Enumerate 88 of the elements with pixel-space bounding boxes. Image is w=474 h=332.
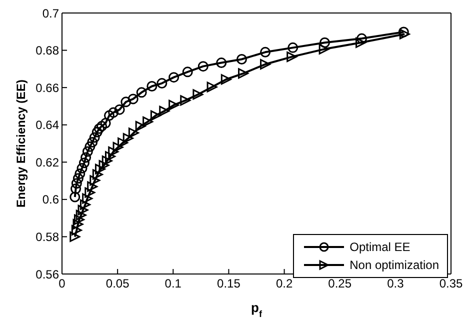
point	[94, 164, 106, 174]
point	[71, 224, 82, 236]
point	[128, 94, 138, 104]
point	[356, 37, 366, 48]
y-tick-label: 0.66	[36, 80, 60, 95]
point	[112, 142, 124, 152]
y-tick-label: 0.6	[42, 192, 60, 207]
point	[192, 89, 204, 100]
point	[70, 231, 80, 242]
point	[80, 199, 90, 210]
point	[120, 96, 132, 108]
point	[159, 106, 170, 116]
point	[82, 146, 93, 157]
point	[260, 46, 271, 58]
point	[78, 158, 90, 168]
x-tick-label: 0.25	[328, 276, 352, 291]
point	[198, 61, 208, 72]
point	[236, 54, 247, 64]
point	[74, 214, 84, 225]
point	[70, 192, 80, 202]
x-tick-label: 0.3	[387, 276, 404, 291]
point	[135, 120, 146, 132]
point	[142, 116, 154, 127]
point	[136, 87, 147, 98]
point	[87, 136, 98, 148]
point	[108, 146, 119, 157]
y-tick-label: 0.62	[36, 155, 60, 170]
point	[72, 173, 84, 184]
point	[92, 169, 103, 180]
point	[74, 168, 86, 179]
point	[146, 81, 158, 92]
x-axis-title: p$_{f}$	[251, 300, 263, 319]
point	[128, 128, 139, 138]
point	[94, 123, 104, 134]
point	[180, 95, 191, 106]
y-axis-title: Energy Efficiency (EE)	[14, 79, 28, 208]
point	[104, 151, 116, 162]
point	[84, 141, 96, 152]
point	[168, 72, 180, 83]
point	[206, 82, 218, 92]
x-tick-label: 0.05	[106, 276, 130, 291]
point	[356, 33, 367, 44]
point	[100, 118, 111, 128]
point	[89, 132, 100, 143]
point	[182, 66, 193, 78]
point	[168, 100, 180, 110]
point	[114, 104, 125, 115]
point	[76, 163, 88, 174]
y-tick-label: 0.7	[42, 6, 60, 20]
point	[82, 193, 93, 204]
point	[90, 175, 100, 186]
point	[72, 218, 84, 230]
point	[150, 110, 161, 121]
legend-label: Non optimization	[350, 258, 439, 272]
point	[70, 184, 82, 194]
point	[122, 133, 134, 144]
point	[288, 42, 298, 53]
point	[102, 156, 112, 166]
point	[319, 37, 330, 48]
point	[78, 204, 88, 216]
point	[156, 78, 168, 89]
point	[87, 181, 98, 192]
point	[318, 44, 330, 54]
point	[220, 74, 232, 85]
y-tick-label: 0.56	[36, 267, 60, 282]
point	[96, 120, 108, 132]
point	[260, 59, 271, 70]
point	[238, 68, 249, 79]
point	[104, 110, 114, 121]
point	[76, 210, 86, 220]
x-tick-label: 0.15	[217, 276, 241, 291]
legend-label: Optimal EE	[350, 240, 410, 254]
y-tick-label: 0.64	[36, 118, 60, 132]
point	[84, 187, 96, 198]
x-tick-label: 0.2	[276, 276, 293, 291]
point	[118, 138, 128, 148]
point	[80, 152, 92, 163]
x-tick-label: 0.1	[164, 276, 182, 291]
point	[98, 160, 110, 171]
point	[92, 126, 102, 138]
y-tick-label: 0.68	[36, 44, 60, 58]
point	[71, 178, 82, 189]
point	[286, 52, 298, 62]
x-tick-label: 0.35	[439, 276, 463, 291]
point	[108, 107, 119, 118]
y-tick-label: 0.58	[36, 230, 60, 244]
point	[216, 58, 227, 68]
x-tick-label: 0	[58, 276, 66, 291]
